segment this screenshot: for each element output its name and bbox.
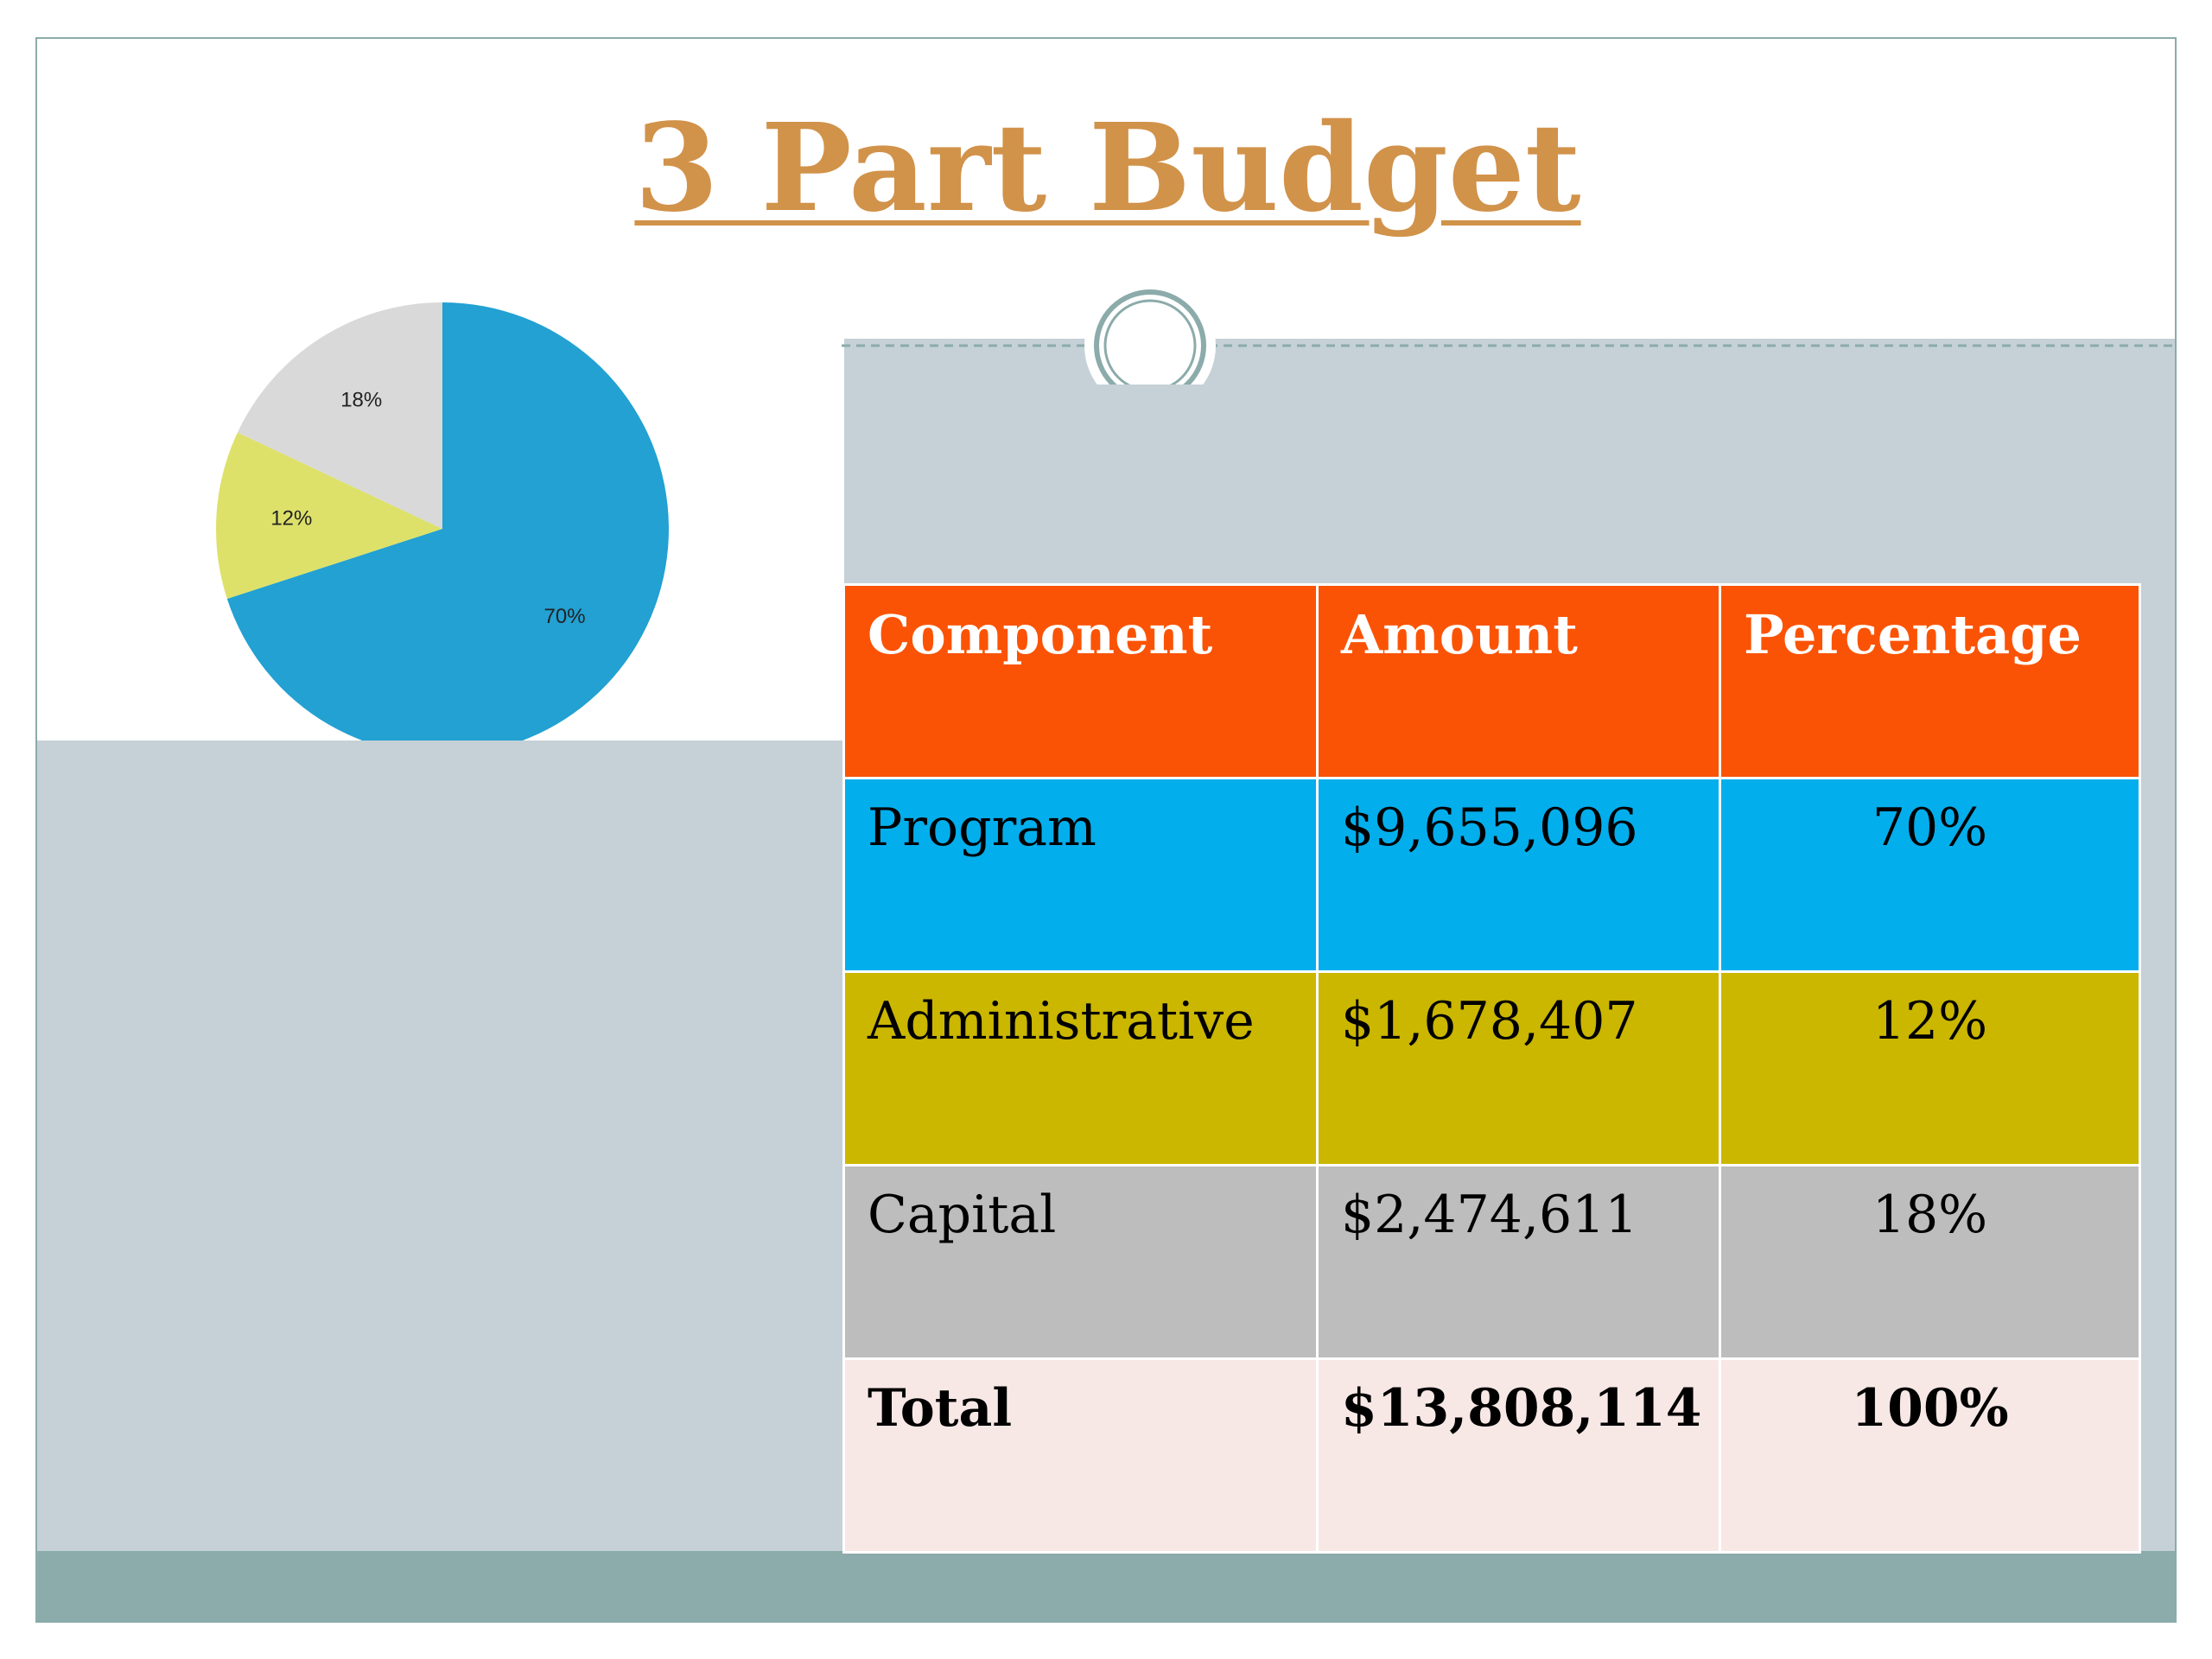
slide-title: 3 Part Budget <box>634 98 1581 239</box>
cell-total-amount: $13,808,114 <box>1316 1357 1721 1554</box>
footer-bar <box>37 1551 2175 1621</box>
cell-amount: $1,678,407 <box>1316 970 1721 1166</box>
pie-label-0: 70% <box>544 605 586 628</box>
title-divider <box>842 280 2175 385</box>
pie-label-1: 12% <box>270 506 312 530</box>
cell-component: Capital <box>842 1164 1319 1360</box>
pie-slice-0 <box>226 302 669 741</box>
table-row-capital: Capital $2,474,611 18% <box>842 1164 2141 1360</box>
pie-chart: 70% 12% 18% <box>215 302 669 741</box>
table-header-row: Component Amount Percentage <box>842 583 2141 779</box>
cell-component: Administrative <box>842 970 1319 1166</box>
pie-label-2: 18% <box>340 389 382 412</box>
pie-slice-1 <box>215 432 442 599</box>
background-band-left <box>37 739 845 1621</box>
cell-amount: $2,474,611 <box>1316 1164 1721 1360</box>
cell-percentage: 70% <box>1719 777 2141 973</box>
cell-percentage: 12% <box>1719 970 2141 1166</box>
cell-total-percentage: 100% <box>1719 1357 2141 1554</box>
slide: 70% 12% 18% 3 Part Budget Component Amount… <box>35 37 2177 1623</box>
header-percentage: Percentage <box>1719 583 2141 779</box>
cell-total-label: Total <box>842 1357 1319 1554</box>
pie-chart-panel: 70% 12% 18% <box>37 239 844 741</box>
header-amount: Amount <box>1316 583 1721 779</box>
table-row-total: Total $13,808,114 100% <box>842 1357 2141 1554</box>
cell-percentage: 18% <box>1719 1164 2141 1360</box>
header-component: Component <box>842 583 1319 779</box>
budget-table: Component Amount Percentage Program $9,6… <box>842 583 2141 1554</box>
cell-component: Program <box>842 777 1319 973</box>
pie-slice-2 <box>237 302 442 529</box>
table-row-administrative: Administrative $1,678,407 12% <box>842 970 2141 1166</box>
cell-amount: $9,655,096 <box>1316 777 1721 973</box>
table-row-program: Program $9,655,096 70% <box>842 777 2141 973</box>
